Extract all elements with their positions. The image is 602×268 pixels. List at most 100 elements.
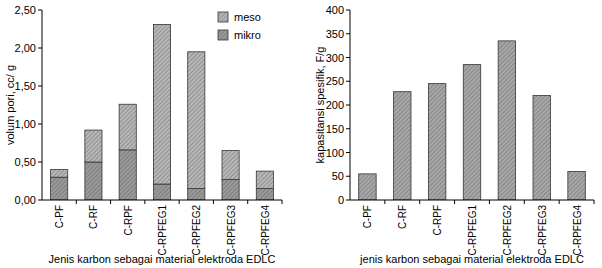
bar <box>498 41 515 200</box>
bar-group <box>51 170 68 178</box>
figure: 0,000,501,001,502,002,50C-PFC-RFC-RPFC-R… <box>0 0 602 268</box>
x-tick-label: C-RPFEG1 <box>467 205 478 256</box>
y-tick-label: 0,00 <box>15 194 36 206</box>
y-tick-label: 200 <box>326 99 344 111</box>
bars <box>359 41 586 200</box>
bar <box>119 104 136 150</box>
bar <box>153 184 170 200</box>
bar-group <box>153 24 170 184</box>
x-tick <box>110 200 111 204</box>
bars <box>51 24 274 200</box>
y-tick-label: 100 <box>326 147 344 159</box>
y-axis-label: volum pori, cc/ g <box>4 65 16 145</box>
y-tick <box>346 33 350 34</box>
bar-group <box>463 65 480 200</box>
bar <box>85 130 102 162</box>
bar-group <box>533 96 550 201</box>
bar-hatch <box>533 96 550 201</box>
bar <box>153 24 170 184</box>
y-tick-label: 50 <box>332 170 344 182</box>
bar-hatch <box>119 104 136 150</box>
bar <box>222 151 239 180</box>
legend-label: mikro <box>234 29 261 41</box>
x-tick <box>144 200 145 204</box>
x-tick <box>179 200 180 204</box>
legend-swatch-hatch <box>218 12 228 22</box>
x-tick-label: C-RF <box>88 205 99 229</box>
y-tick-label: 2,00 <box>15 42 36 54</box>
y-axis-label: kapasitansi spesifik, F/g <box>314 47 326 164</box>
x-axis <box>42 200 282 201</box>
bar-group <box>568 172 585 201</box>
y-tick-label: 350 <box>326 28 344 40</box>
bar-hatch <box>498 41 515 200</box>
x-tick-label: C-RPFEG3 <box>226 205 237 256</box>
bar-group <box>188 52 205 189</box>
bar-group <box>222 179 239 200</box>
bar-group <box>222 151 239 180</box>
bar-hatch <box>222 151 239 180</box>
x-tick-label: C-RPFEG2 <box>502 205 513 256</box>
bar-group <box>256 171 273 188</box>
x-tick-label: C-RPFEG2 <box>191 205 202 256</box>
y-tick <box>38 86 42 87</box>
x-axis <box>350 200 594 201</box>
bar-hatch <box>568 172 585 201</box>
y-axis <box>42 10 43 200</box>
x-tick-label: C-PF <box>54 205 65 228</box>
bar-hatch <box>188 189 205 200</box>
bar-hatch <box>463 65 480 200</box>
y-tick <box>346 81 350 82</box>
bar <box>256 189 273 200</box>
bar-hatch <box>153 24 170 184</box>
bar-hatch <box>256 171 273 188</box>
bar-hatch <box>51 170 68 178</box>
x-tick-label: C-RPF <box>432 205 443 236</box>
legend-label: meso <box>234 11 261 23</box>
bar <box>359 174 376 200</box>
bar <box>533 96 550 201</box>
x-tick <box>213 200 214 204</box>
bar-group <box>359 174 376 200</box>
chart: 050100150200250300350400C-PFC-RFC-RPFC-R… <box>314 4 594 265</box>
x-tick-label: C-RPFEG4 <box>572 205 583 256</box>
y-tick-label: 2,50 <box>15 4 36 16</box>
x-tick-label: C-PF <box>362 205 373 228</box>
bar <box>222 179 239 200</box>
legend-swatch-hatch <box>218 30 228 40</box>
y-tick <box>38 162 42 163</box>
bar-hatch <box>394 92 411 200</box>
y-tick-label: 150 <box>326 123 344 135</box>
bar-group <box>256 189 273 200</box>
bar-hatch <box>428 84 445 200</box>
bar-hatch <box>222 179 239 200</box>
y-tick <box>38 124 42 125</box>
bar-hatch <box>256 189 273 200</box>
x-tick <box>419 200 420 204</box>
bar-group <box>119 104 136 150</box>
bar-hatch <box>359 174 376 200</box>
bar-group <box>119 150 136 200</box>
bar-group <box>428 84 445 200</box>
y-tick <box>38 10 42 11</box>
y-tick <box>346 152 350 153</box>
bar <box>188 52 205 189</box>
x-tick-label: C-RPFEG4 <box>260 205 271 256</box>
x-tick-label: C-RPFEG1 <box>157 205 168 256</box>
bar-hatch <box>85 162 102 200</box>
bar <box>428 84 445 200</box>
y-tick-label: 0 <box>338 194 344 206</box>
x-axis-label: Jenis karbon sebagai material elektroda … <box>49 253 276 265</box>
chart: 0,000,501,001,502,002,50C-PFC-RFC-RPFC-R… <box>4 4 282 265</box>
bar-hatch <box>85 130 102 162</box>
bar <box>256 171 273 188</box>
bar-group <box>153 184 170 200</box>
bar <box>51 170 68 178</box>
x-axis-label: jenis karbon sebagai material elektroda … <box>359 253 584 265</box>
bar <box>394 92 411 200</box>
y-tick <box>346 10 350 11</box>
x-tick <box>454 200 455 204</box>
x-tick <box>524 200 525 204</box>
x-tick <box>559 200 560 204</box>
y-tick-label: 300 <box>326 52 344 64</box>
